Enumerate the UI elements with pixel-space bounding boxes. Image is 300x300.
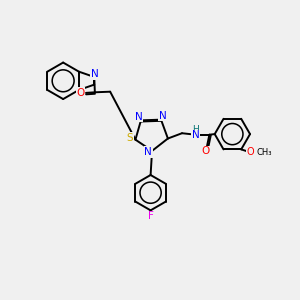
Text: N: N xyxy=(144,147,152,157)
Text: H: H xyxy=(192,125,199,134)
Text: N: N xyxy=(159,111,167,121)
Text: N: N xyxy=(192,130,200,140)
Text: N: N xyxy=(91,69,99,79)
Text: O: O xyxy=(247,147,254,157)
Text: CH₃: CH₃ xyxy=(256,148,272,157)
Text: O: O xyxy=(76,88,85,98)
Text: O: O xyxy=(202,146,210,156)
Text: F: F xyxy=(148,211,154,221)
Text: S: S xyxy=(127,133,134,143)
Text: N: N xyxy=(135,112,142,122)
